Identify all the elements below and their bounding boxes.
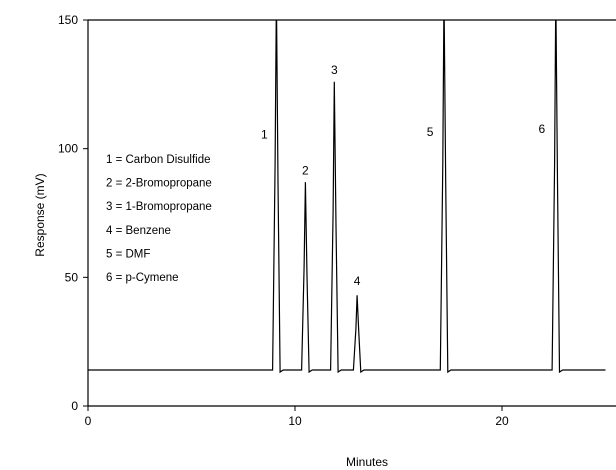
legend-entry: 2 = 2-Bromopropane — [106, 178, 212, 190]
legend-entry: 6 = p-Cymene — [106, 272, 179, 284]
y-tick-label: 50 — [65, 270, 79, 284]
peak-label: 2 — [302, 163, 309, 177]
peak-label: 5 — [427, 125, 434, 139]
x-axis-ticks: 0 10 20 — [85, 406, 509, 428]
plot-frame — [87, 19, 616, 407]
y-tick-label: 150 — [58, 13, 78, 27]
legend-entry: 5 = DMF — [106, 248, 150, 260]
chromatogram-trace — [88, 20, 606, 374]
y-tick-label: 100 — [58, 142, 78, 156]
peak-label: 6 — [538, 122, 545, 136]
legend: 1 = Carbon Disulfide 2 = 2-Bromopropane 3 … — [106, 154, 212, 284]
y-axis-ticks: 0 50 100 150 — [58, 13, 88, 413]
x-tick-label: 0 — [85, 414, 92, 428]
peak-labels: 1 2 3 4 5 6 — [261, 63, 545, 288]
peak-label: 3 — [331, 63, 338, 77]
peak-label: 1 — [261, 127, 268, 141]
legend-entry: 3 = 1-Bromopropane — [106, 201, 212, 213]
x-tick-label: 20 — [495, 414, 509, 428]
y-axis-label: Response (mV) — [33, 173, 47, 256]
legend-entry: 1 = Carbon Disulfide — [106, 154, 211, 166]
legend-entry: 4 = Benzene — [106, 225, 171, 237]
peak-label: 4 — [354, 274, 361, 288]
x-axis-label: Minutes — [346, 455, 388, 469]
x-tick-label: 10 — [288, 414, 302, 428]
y-tick-label: 0 — [71, 399, 78, 413]
